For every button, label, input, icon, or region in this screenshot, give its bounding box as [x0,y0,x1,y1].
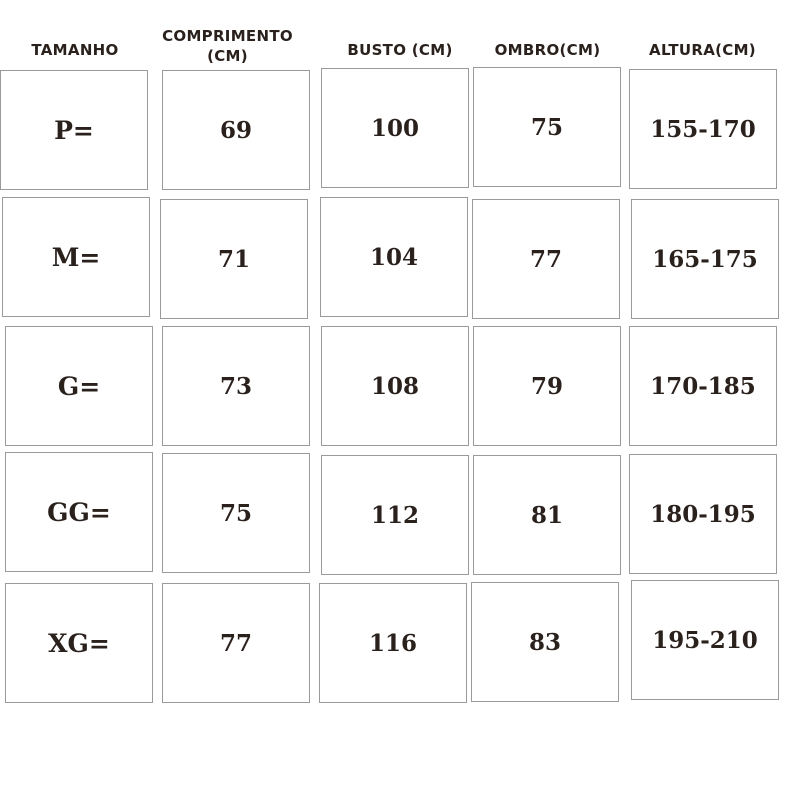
cell-value: 77 [219,629,252,657]
cell-value: M= [51,242,101,272]
cell-size: XG= [5,583,153,703]
cell-value: 112 [370,501,419,529]
header-bust: BUSTO (CM) [347,41,453,59]
cell-shoulder: 77 [472,199,620,319]
header-height: ALTURA(CM) [649,41,756,59]
cell-height: 170-185 [629,326,777,446]
cell-value: 75 [219,499,252,527]
cell-value: G= [57,371,101,401]
cell-shoulder: 79 [473,326,621,446]
cell-value: 100 [370,114,419,142]
cell-bust: 104 [320,197,468,317]
cell-value: 75 [530,113,563,141]
cell-length: 75 [162,453,310,573]
header-length: COMPRIMENTO (CM) [162,27,293,65]
cell-value: 71 [217,245,250,273]
cell-height: 155-170 [629,69,777,189]
header-size: TAMANHO [31,41,119,59]
cell-value: 116 [368,629,417,657]
cell-length: 73 [162,326,310,446]
cell-value: 108 [370,372,419,400]
cell-length: 69 [162,70,310,190]
cell-height: 180-195 [629,454,777,574]
cell-bust: 100 [321,68,469,188]
cell-value: 104 [369,243,418,271]
cell-length: 77 [162,583,310,703]
cell-bust: 108 [321,326,469,446]
cell-height: 195-210 [631,580,779,700]
header-shoulder: OMBRO(CM) [494,41,601,59]
cell-value: 73 [219,372,252,400]
cell-bust: 112 [321,455,469,575]
cell-value: 195-210 [652,626,758,654]
cell-value: 155-170 [650,115,756,143]
cell-height: 165-175 [631,199,779,319]
cell-value: 79 [530,372,563,400]
cell-value: 69 [219,116,252,144]
cell-size: G= [5,326,153,446]
cell-length: 71 [160,199,308,319]
cell-bust: 116 [319,583,467,703]
cell-value: GG= [47,497,111,527]
cell-value: 165-175 [652,245,758,273]
cell-shoulder: 83 [471,582,619,702]
cell-shoulder: 75 [473,67,621,187]
cell-value: XG= [48,628,110,658]
cell-value: 180-195 [650,500,756,528]
cell-size: P= [0,70,148,190]
cell-shoulder: 81 [473,455,621,575]
cell-value: 170-185 [650,372,756,400]
cell-value: 81 [530,501,563,529]
cell-value: 83 [528,628,561,656]
cell-size: M= [2,197,150,317]
cell-size: GG= [5,452,153,572]
cell-value: P= [54,115,94,145]
cell-value: 77 [529,245,562,273]
